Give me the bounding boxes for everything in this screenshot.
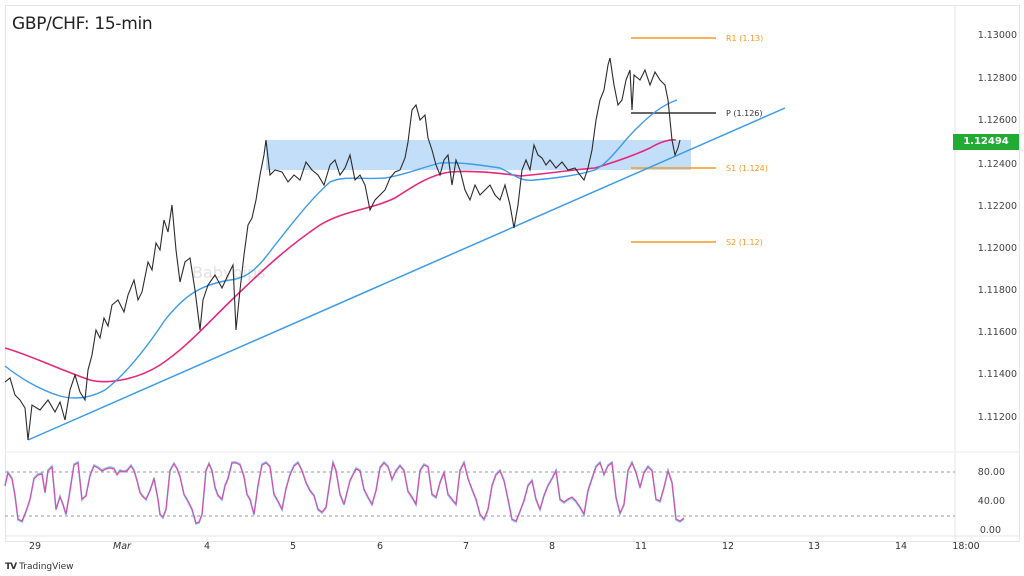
y-tick: 1.11600: [978, 327, 1017, 338]
r1-label: R1 (1.13): [726, 34, 763, 43]
stoch-tick: 40.00: [978, 496, 1005, 507]
stoch-tick: 80.00: [978, 467, 1005, 478]
y-tick: 1.12000: [978, 243, 1017, 254]
tradingview-logo-icon: TV: [5, 562, 17, 572]
y-tick: 1.12200: [978, 201, 1017, 212]
y-tick: 1.11200: [978, 412, 1017, 423]
y-tick: 1.12600: [978, 115, 1017, 126]
price-series: [4, 57, 681, 441]
tradingview-brand[interactable]: TV TradingView: [5, 562, 74, 572]
y-tick: 1.13000: [978, 30, 1017, 41]
x-tick: 11: [635, 541, 647, 552]
x-tick: 12: [722, 541, 734, 552]
slow-ma-line: [4, 139, 677, 383]
y-tick: 1.11800: [978, 285, 1017, 296]
chart-frame: [5, 5, 1020, 542]
x-tick: 14: [895, 541, 907, 552]
price-axis: 1.13000 1.12800 1.12600 1.12400 1.12200 …: [978, 30, 1017, 423]
current-price-badge: 1.12494: [953, 134, 1019, 150]
x-tick: 18:00: [952, 541, 979, 552]
x-tick: 29: [29, 541, 41, 552]
stoch-k-line: [4, 458, 345, 526]
stochastic-pane: [4, 458, 955, 526]
stoch-d-line-2: [343, 461, 685, 522]
stoch-k-line-2: [343, 459, 685, 524]
fast-ma-line: [4, 99, 678, 399]
stoch-d-line: [4, 460, 345, 524]
x-tick: 4: [204, 541, 210, 552]
x-tick: 7: [463, 541, 469, 552]
pivot-label: P (1.126): [726, 109, 763, 118]
stoch-axis: 80.00 40.00 0.00: [978, 467, 1005, 536]
time-axis: 29 Mar 4 5 6 7 8 11 12 13 14 18:00: [29, 541, 980, 552]
x-tick: Mar: [113, 541, 132, 552]
chart-title: GBP/CHF: 15-min: [12, 14, 153, 34]
y-tick: 1.12400: [978, 159, 1017, 170]
x-tick: 5: [290, 541, 296, 552]
y-tick: 1.11400: [978, 369, 1017, 380]
x-tick: 6: [377, 541, 383, 552]
x-tick: 13: [808, 541, 820, 552]
pivot-levels: R1 (1.13) P (1.126) S1 (1.124) S2 (1.12): [631, 34, 768, 247]
s2-label: S2 (1.12): [726, 238, 763, 247]
rising-trendline[interactable]: [27, 107, 786, 441]
brand-label: TradingView: [19, 562, 74, 572]
y-tick: 1.12800: [978, 73, 1017, 84]
s1-label: S1 (1.124): [726, 164, 768, 173]
x-tick: 8: [549, 541, 555, 552]
stoch-tick: 0.00: [980, 525, 1001, 536]
